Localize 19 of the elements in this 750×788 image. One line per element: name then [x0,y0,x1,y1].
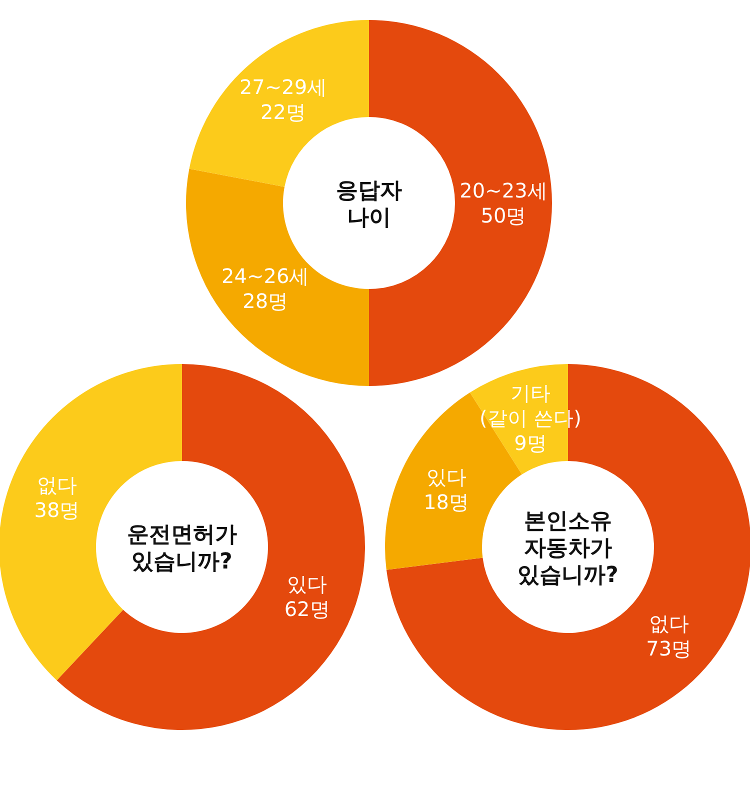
data-label: 18명 [424,490,470,514]
data-label: 22명 [260,100,306,124]
data-label: 50명 [480,204,526,228]
data-label: 73명 [646,636,692,660]
slice-label: 24~26세 [222,264,310,288]
donut-slice [386,364,750,730]
slice-label: 있다 [426,465,466,490]
data-label: 9명 [514,430,547,455]
data-label: 38명 [34,498,80,522]
text: 운전면허가 있습니까? [127,522,237,574]
slice-label: 20~23세 [460,178,548,202]
text: 본인소유 자동차가 있습니까? [518,509,618,588]
slice-label: 없다 [36,472,77,497]
data-label: 62명 [284,597,330,622]
data-label: 28명 [242,289,288,314]
text: 응답자 나이 [336,178,402,230]
slice-label: 없다 [648,611,689,636]
slice-label: 있다 [287,572,328,596]
slice-label: 27~29세 [239,74,328,99]
